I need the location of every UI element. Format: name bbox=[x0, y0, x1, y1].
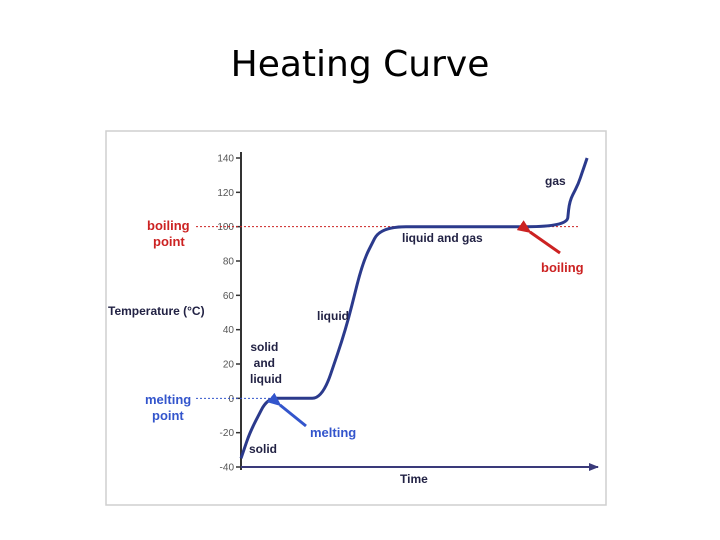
y-tick-label: -20 bbox=[220, 428, 235, 439]
chart-frame bbox=[105, 130, 607, 506]
y-axis-ticks: 140 120 100 80 60 40 20 0 -20 -40 bbox=[217, 154, 241, 474]
y-axis-label: Temperature (°C) bbox=[108, 304, 205, 318]
y-tick-label: 120 bbox=[217, 188, 234, 199]
y-tick-label: 60 bbox=[223, 291, 235, 302]
phase-label-liquid: liquid bbox=[317, 309, 349, 323]
y-tick-label: -40 bbox=[220, 463, 235, 474]
y-tick-label: 80 bbox=[223, 257, 235, 268]
boiling-annotation: boiling bbox=[541, 260, 584, 275]
y-tick-label: 140 bbox=[217, 154, 234, 165]
y-tick-label: 40 bbox=[223, 325, 235, 336]
x-axis-label: Time bbox=[400, 472, 428, 486]
melting-point-label: melting point bbox=[145, 392, 195, 423]
y-tick-label: 0 bbox=[228, 394, 234, 405]
melting-annotation: melting bbox=[310, 425, 356, 440]
melting-arrow bbox=[266, 392, 307, 428]
phase-label-solid-and-liquid: solid and liquid bbox=[250, 340, 282, 386]
phase-label-gas: gas bbox=[545, 174, 566, 188]
phase-label-solid: solid bbox=[249, 442, 277, 456]
page-title: Heating Curve bbox=[230, 44, 490, 85]
boiling-arrow bbox=[516, 220, 561, 255]
boiling-point-label: boiling point bbox=[147, 218, 193, 249]
y-tick-label: 20 bbox=[223, 360, 235, 371]
reference-lines bbox=[196, 226, 578, 399]
y-tick-label: 100 bbox=[217, 222, 234, 233]
phase-label-liquid-and-gas: liquid and gas bbox=[402, 231, 483, 245]
